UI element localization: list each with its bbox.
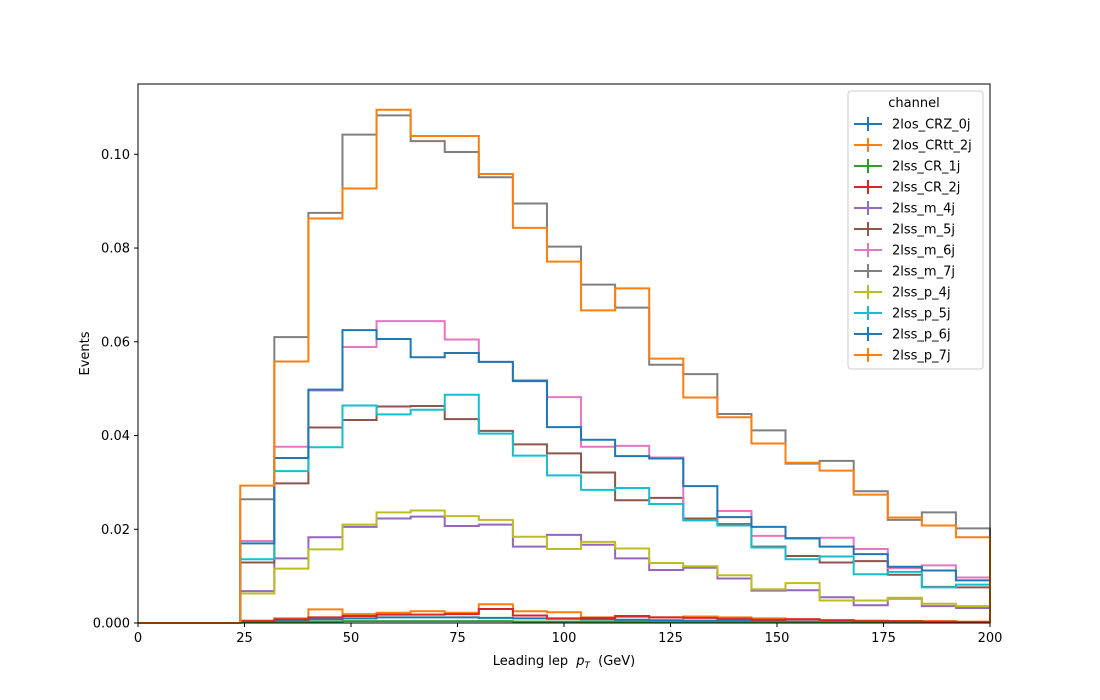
legend-item-2lss-m-6j: 2lss_m_6j: [854, 243, 955, 259]
x-tick-label: 150: [765, 631, 790, 646]
series-line-2lss-cr-2j: [138, 607, 991, 624]
y-tick-label: 0.04: [101, 429, 130, 444]
x-axis-label-math: p: [575, 654, 584, 669]
x-axis: 0 25 50 75 100 125 150 175 200: [134, 623, 1003, 646]
legend-label: 2lss_m_4j: [892, 202, 955, 217]
legend-label: 2los_CRZ_0j: [892, 118, 971, 133]
legend-label: 2lss_p_7j: [892, 349, 951, 364]
legend: channel 2los_CRZ_0j 2los_CRtt_2j 2lss_CR_1…: [847, 90, 984, 370]
legend-label: 2lss_CR_2j: [892, 181, 960, 196]
legend-label: 2lss_m_6j: [892, 244, 955, 259]
x-axis-label-unit: (GeV): [598, 654, 635, 669]
x-axis-label: Leading lep pT (GeV): [493, 654, 635, 672]
legend-title: channel: [888, 96, 939, 111]
legend-label: 2los_CRtt_2j: [892, 139, 972, 154]
legend-item-2los-crtt-2j: 2los_CRtt_2j: [854, 138, 972, 154]
series-line-2lss-p-6j: [138, 329, 991, 624]
legend-item-2lss-cr-1j: 2lss_CR_1j: [854, 159, 960, 175]
y-axis-label: Events: [78, 331, 93, 375]
legend-item-2lss-cr-2j: 2lss_CR_2j: [854, 180, 960, 196]
x-tick-label: 200: [978, 631, 1003, 646]
x-axis-label-subscript: T: [584, 661, 591, 671]
x-tick-label: 0: [134, 631, 142, 646]
legend-label: 2lss_CR_1j: [892, 160, 960, 175]
legend-item-2lss-m-7j: 2lss_m_7j: [854, 264, 955, 280]
y-tick-label: 0.06: [101, 335, 130, 350]
series-line-2lss-p-7j: [138, 108, 991, 624]
y-tick-label: 0.000: [93, 617, 130, 632]
x-tick-label: 75: [449, 631, 466, 646]
x-tick-label: 100: [552, 631, 577, 646]
x-tick-label: 25: [236, 631, 253, 646]
y-tick-label: 0.08: [101, 242, 130, 257]
legend-items: 2los_CRZ_0j 2los_CRtt_2j 2lss_CR_1j 2lss_CR…: [854, 117, 972, 364]
series-line-2lss-p-4j: [138, 509, 991, 624]
legend-label: 2lss_p_6j: [892, 328, 951, 343]
x-tick-label: 125: [658, 631, 683, 646]
series-layer: [138, 108, 991, 624]
legend-label: 2lss_m_7j: [892, 265, 955, 280]
legend-item-2los-crz-0j: 2los_CRZ_0j: [854, 117, 971, 133]
y-tick-label: 0.02: [101, 523, 130, 538]
legend-box: [847, 90, 984, 370]
x-tick-label: 175: [871, 631, 896, 646]
y-tick-label: 0.10: [101, 148, 130, 163]
legend-label: 2lss_p_4j: [892, 286, 951, 301]
legend-item-2lss-m-5j: 2lss_m_5j: [854, 222, 955, 238]
x-tick-label: 50: [343, 631, 360, 646]
y-axis: 0.000 0.02 0.04 0.06 0.08 0.10: [93, 148, 138, 632]
legend-item-2lss-m-4j: 2lss_m_4j: [854, 201, 955, 217]
legend-label: 2lss_m_5j: [892, 223, 955, 238]
legend-item-2lss-p-7j: 2lss_p_7j: [854, 348, 951, 364]
x-axis-label-text: Leading lep: [493, 654, 568, 669]
legend-item-2lss-p-5j: 2lss_p_5j: [854, 306, 951, 322]
legend-item-2lss-p-4j: 2lss_p_4j: [854, 285, 951, 301]
legend-label: 2lss_p_5j: [892, 307, 951, 322]
legend-item-2lss-p-6j: 2lss_p_6j: [854, 327, 951, 343]
